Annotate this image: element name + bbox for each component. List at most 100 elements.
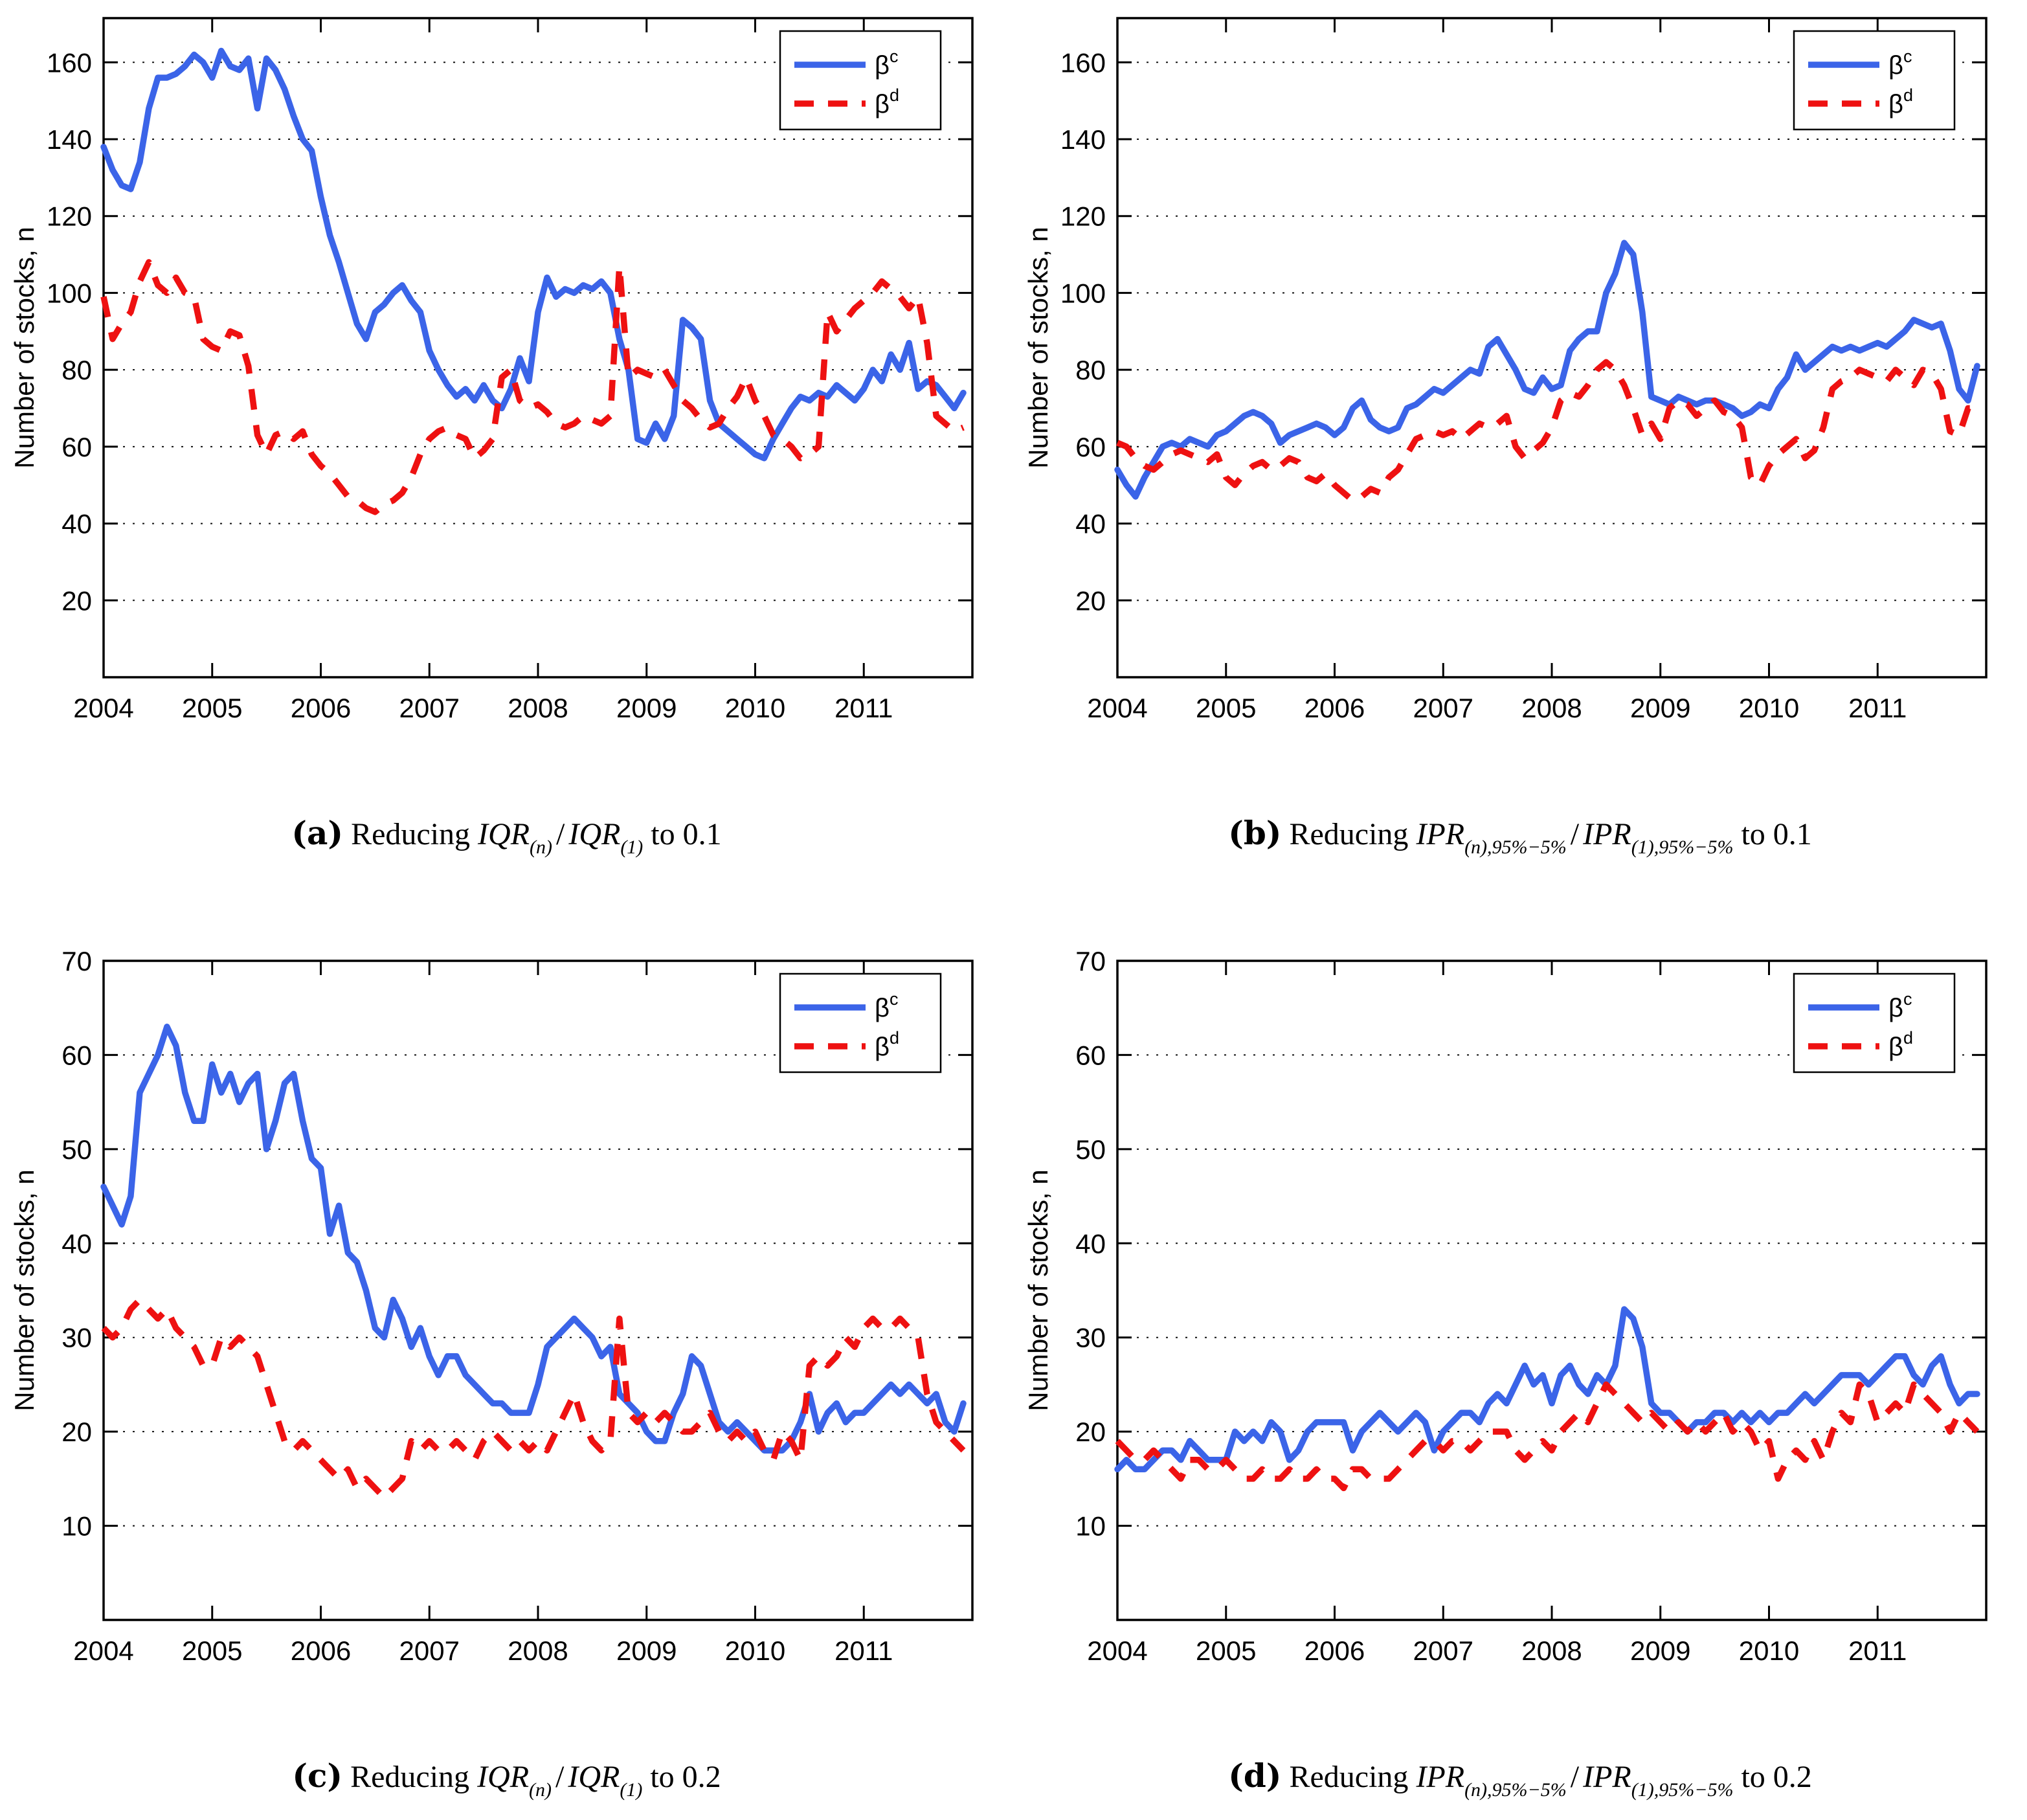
caption-a-label: (a) [291, 814, 344, 852]
svg-text:60: 60 [1075, 1040, 1106, 1070]
svg-text:2009: 2009 [616, 1635, 677, 1666]
svg-text:2007: 2007 [399, 693, 460, 723]
legend-label-beta-c: βc [1888, 989, 1912, 1022]
svg-text:40: 40 [1075, 1228, 1106, 1259]
svg-text:80: 80 [62, 355, 92, 385]
caption-c: (c) Reducing IQR(n) / IQR(1) to 0.2 [292, 1757, 721, 1801]
legend-box [1793, 972, 1955, 1073]
panel-c: 2004 2005 2006 2007 2008 2009 2010 2011 10 20 30 40… [0, 943, 1013, 1801]
legend-box [1793, 30, 1955, 131]
svg-text:2006: 2006 [291, 693, 351, 723]
caption-d-label: (d) [1228, 1757, 1282, 1795]
svg-text:2006: 2006 [1304, 1635, 1364, 1666]
caption-c-separator: / [555, 1760, 565, 1794]
caption-c-formula-2: IQR(1) [568, 1760, 643, 1801]
legend-label-beta-d: βd [875, 85, 899, 118]
svg-text:120: 120 [47, 201, 92, 232]
svg-text:70: 70 [62, 946, 92, 976]
caption-b-label: (b) [1228, 814, 1282, 852]
y-axis-label: Number of stocks, n [1023, 227, 1053, 468]
caption-a-formula-2: IQR(1) [568, 817, 644, 858]
svg-text:2009: 2009 [1630, 693, 1690, 723]
svg-text:20: 20 [1075, 1417, 1106, 1447]
svg-text:2011: 2011 [834, 693, 893, 723]
caption-c-label: (c) [292, 1757, 343, 1795]
svg-text:2011: 2011 [834, 1635, 893, 1666]
caption-a-pre: Reducing [351, 817, 478, 851]
legend: βc βd [1793, 30, 1955, 131]
legend-box [779, 972, 942, 1073]
caption-b-formula-1: IPR(n),95%−5% [1416, 817, 1567, 858]
caption-a-separator: / [556, 817, 565, 851]
x-tick-labels: 2004 2005 2006 2007 2008 2009 2010 2011 [73, 693, 893, 723]
y-tick-labels: 20 40 60 80 100 120 140 160 [47, 47, 92, 616]
y-tick-labels: 10 20 30 40 50 60 70 [62, 946, 92, 1542]
series-beta-d-line [100, 259, 965, 515]
svg-text:20: 20 [1075, 585, 1106, 616]
caption-a-post: to 0.1 [643, 817, 722, 851]
caption-b-formula-2: IPR(1),95%−5% [1583, 817, 1734, 858]
caption-d-pre: Reducing [1289, 1760, 1417, 1794]
svg-text:2010: 2010 [1738, 693, 1798, 723]
legend-label-beta-d: βd [875, 1028, 899, 1061]
x-tick-labels: 2004 2005 2006 2007 2008 2009 2010 2011 [1087, 693, 1907, 723]
legend: βc βd [779, 972, 942, 1073]
svg-text:2008: 2008 [1521, 1635, 1582, 1666]
svg-text:2005: 2005 [1196, 693, 1256, 723]
y-axis-label: Number of stocks, n [9, 227, 39, 468]
svg-text:2005: 2005 [182, 1635, 242, 1666]
legend-label-beta-d: βd [1888, 1028, 1913, 1061]
svg-text:80: 80 [1075, 355, 1106, 385]
series-beta-c-line [1114, 240, 1980, 500]
svg-text:2006: 2006 [291, 1635, 351, 1666]
x-tick-labels: 2004 2005 2006 2007 2008 2009 2010 2011 [1087, 1635, 1907, 1666]
svg-text:30: 30 [62, 1323, 92, 1353]
chart-d: 2004 2005 2006 2007 2008 2009 2010 2011 10 20 30 40… [1023, 946, 1988, 1666]
svg-text:140: 140 [47, 124, 92, 155]
y-axis-label: Number of stocks, n [1023, 1169, 1053, 1411]
svg-text:60: 60 [1075, 432, 1106, 462]
caption-c-post: to 0.2 [642, 1760, 721, 1794]
svg-text:10: 10 [1075, 1511, 1106, 1542]
axis-ticks [102, 18, 972, 677]
svg-text:120: 120 [1060, 201, 1105, 232]
chart-a: 2004 2005 2006 2007 2008 2009 2010 2011 20 40 60 80… [9, 17, 974, 723]
svg-text:2005: 2005 [1196, 1635, 1256, 1666]
svg-text:2004: 2004 [73, 1635, 133, 1666]
caption-d: (d) Reducing IPR(n),95%−5% / IPR(1),95%−5%… [1228, 1757, 1812, 1800]
svg-text:20: 20 [62, 1417, 92, 1447]
chart-b: 2004 2005 2006 2007 2008 2009 2010 2011 20 40 60 80… [1023, 17, 1988, 723]
caption-a-formula-1: IQR(n) [478, 817, 552, 858]
caption-b-pre: Reducing [1289, 817, 1417, 851]
svg-text:2010: 2010 [725, 693, 785, 723]
series-beta-d-line [1115, 359, 1977, 504]
y-tick-labels: 20 40 60 80 100 120 140 160 [1060, 47, 1105, 616]
gridlines [1117, 1054, 1986, 1527]
gridlines [104, 1054, 972, 1527]
caption-b: (b) Reducing IPR(n),95%−5% / IPR(1),95%−5%… [1228, 814, 1812, 858]
svg-text:2004: 2004 [1087, 1635, 1147, 1666]
svg-text:2008: 2008 [508, 693, 568, 723]
axis-ticks [1116, 960, 1986, 1620]
panel-a: 2004 2005 2006 2007 2008 2009 2010 2011 20 40 60 80… [0, 0, 1013, 858]
y-tick-labels: 10 20 30 40 50 60 70 [1075, 946, 1106, 1542]
svg-text:2011: 2011 [1848, 693, 1907, 723]
caption-b-separator: / [1570, 817, 1580, 851]
series-beta-c-line [100, 47, 967, 462]
svg-text:160: 160 [47, 47, 92, 78]
svg-text:2006: 2006 [1304, 693, 1364, 723]
svg-text:2011: 2011 [1848, 1635, 1907, 1666]
svg-text:50: 50 [62, 1134, 92, 1165]
svg-text:160: 160 [1060, 47, 1105, 78]
svg-text:100: 100 [47, 278, 92, 308]
chart-c: 2004 2005 2006 2007 2008 2009 2010 2011 10 20 30 40… [9, 946, 974, 1666]
svg-text:140: 140 [1060, 124, 1105, 155]
svg-text:2004: 2004 [73, 693, 133, 723]
svg-text:30: 30 [1075, 1323, 1106, 1353]
caption-d-separator: / [1570, 1760, 1580, 1794]
svg-text:40: 40 [62, 1228, 92, 1259]
svg-text:2009: 2009 [616, 693, 677, 723]
svg-text:70: 70 [1075, 946, 1106, 976]
svg-text:2007: 2007 [399, 1635, 460, 1666]
